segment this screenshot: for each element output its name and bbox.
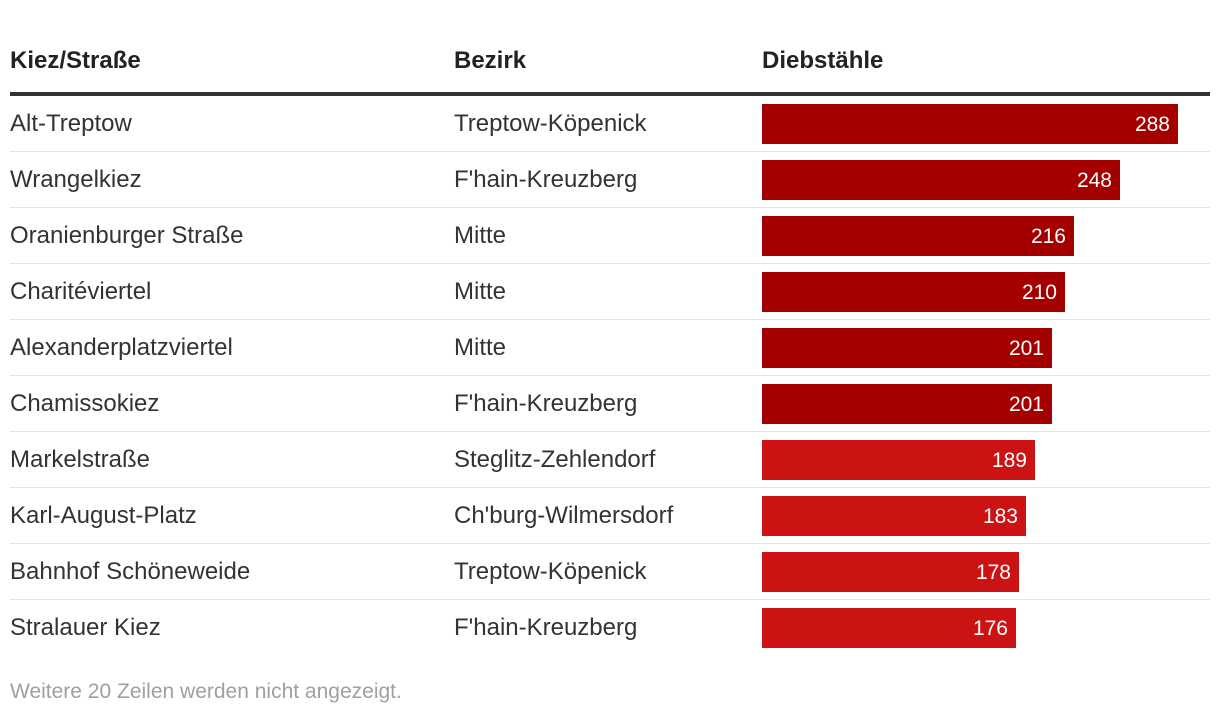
table-row: Karl-August-Platz Ch'burg-Wilmersdorf 183 xyxy=(10,488,1210,544)
bar-value-label: 189 xyxy=(991,449,1027,472)
cell-bezirk: Mitte xyxy=(454,222,507,249)
cell-bezirk: Mitte xyxy=(454,278,507,305)
value-bar: 183 xyxy=(762,496,1026,536)
cell-kiez: Alt-Treptow xyxy=(10,110,132,137)
cell-kiez: Chamissokiez xyxy=(10,390,160,417)
bar-value-label: 176 xyxy=(972,617,1008,640)
value-bar: 201 xyxy=(762,328,1052,368)
value-bar: 288 xyxy=(762,104,1178,144)
bar-value-label: 201 xyxy=(1008,337,1044,360)
data-table: Kiez/Straße Bezirk Diebstähle Alt-Trepto… xyxy=(10,0,1210,656)
header-diebstaehle[interactable]: Diebstähle xyxy=(762,47,884,74)
bar-value-label: 178 xyxy=(975,561,1011,584)
value-bar: 248 xyxy=(762,160,1120,200)
table-row: Stralauer Kiez F'hain-Kreuzberg 176 xyxy=(10,600,1210,656)
table-row: Alexanderplatzviertel Mitte 201 xyxy=(10,320,1210,376)
table-row: Chamissokiez F'hain-Kreuzberg 201 xyxy=(10,376,1210,432)
cell-kiez: Wrangelkiez xyxy=(10,166,142,193)
bar-value-label: 248 xyxy=(1076,169,1112,192)
cell-kiez: Bahnhof Schöneweide xyxy=(10,558,251,585)
table-row: Charitéviertel Mitte 210 xyxy=(10,264,1210,320)
cell-bezirk: Treptow-Köpenick xyxy=(454,558,647,585)
table-row: Wrangelkiez F'hain-Kreuzberg 248 xyxy=(10,152,1210,208)
bar-value-label: 288 xyxy=(1134,113,1170,136)
cell-bezirk: F'hain-Kreuzberg xyxy=(454,390,638,417)
header-kiez[interactable]: Kiez/Straße xyxy=(10,47,141,74)
table-row: Oranienburger Straße Mitte 216 xyxy=(10,208,1210,264)
value-bar: 210 xyxy=(762,272,1065,312)
bar-value-label: 210 xyxy=(1021,281,1057,304)
cell-kiez: Markelstraße xyxy=(10,446,151,473)
cell-kiez: Charitéviertel xyxy=(10,278,152,305)
cell-bezirk: Steglitz-Zehlendorf xyxy=(454,446,656,473)
cell-bezirk: F'hain-Kreuzberg xyxy=(454,614,638,641)
cell-kiez: Oranienburger Straße xyxy=(10,222,244,249)
value-bar: 216 xyxy=(762,216,1074,256)
table-row: Markelstraße Steglitz-Zehlendorf 189 xyxy=(10,432,1210,488)
cell-bezirk: F'hain-Kreuzberg xyxy=(454,166,638,193)
value-bar: 176 xyxy=(762,608,1016,648)
cell-kiez: Alexanderplatzviertel xyxy=(10,334,233,361)
cell-bezirk: Treptow-Köpenick xyxy=(454,110,647,137)
cell-bezirk: Mitte xyxy=(454,334,507,361)
footnote: Weitere 20 Zeilen werden nicht angezeigt… xyxy=(10,680,402,703)
cell-kiez: Karl-August-Platz xyxy=(10,502,197,529)
table-body: Alt-Treptow Treptow-Köpenick 288 Wrangelkie… xyxy=(10,96,1210,656)
table-row: Alt-Treptow Treptow-Köpenick 288 xyxy=(10,96,1210,152)
cell-kiez: Stralauer Kiez xyxy=(10,614,161,641)
table-row: Bahnhof Schöneweide Treptow-Köpenick 178 xyxy=(10,544,1210,600)
value-bar: 178 xyxy=(762,552,1019,592)
table-header: Kiez/Straße Bezirk Diebstähle xyxy=(10,0,1210,96)
bar-value-label: 201 xyxy=(1008,393,1044,416)
bar-value-label: 216 xyxy=(1030,225,1066,248)
value-bar: 201 xyxy=(762,384,1052,424)
header-bezirk[interactable]: Bezirk xyxy=(454,47,527,74)
value-bar: 189 xyxy=(762,440,1035,480)
bar-value-label: 183 xyxy=(982,505,1018,528)
cell-bezirk: Ch'burg-Wilmersdorf xyxy=(454,502,674,529)
